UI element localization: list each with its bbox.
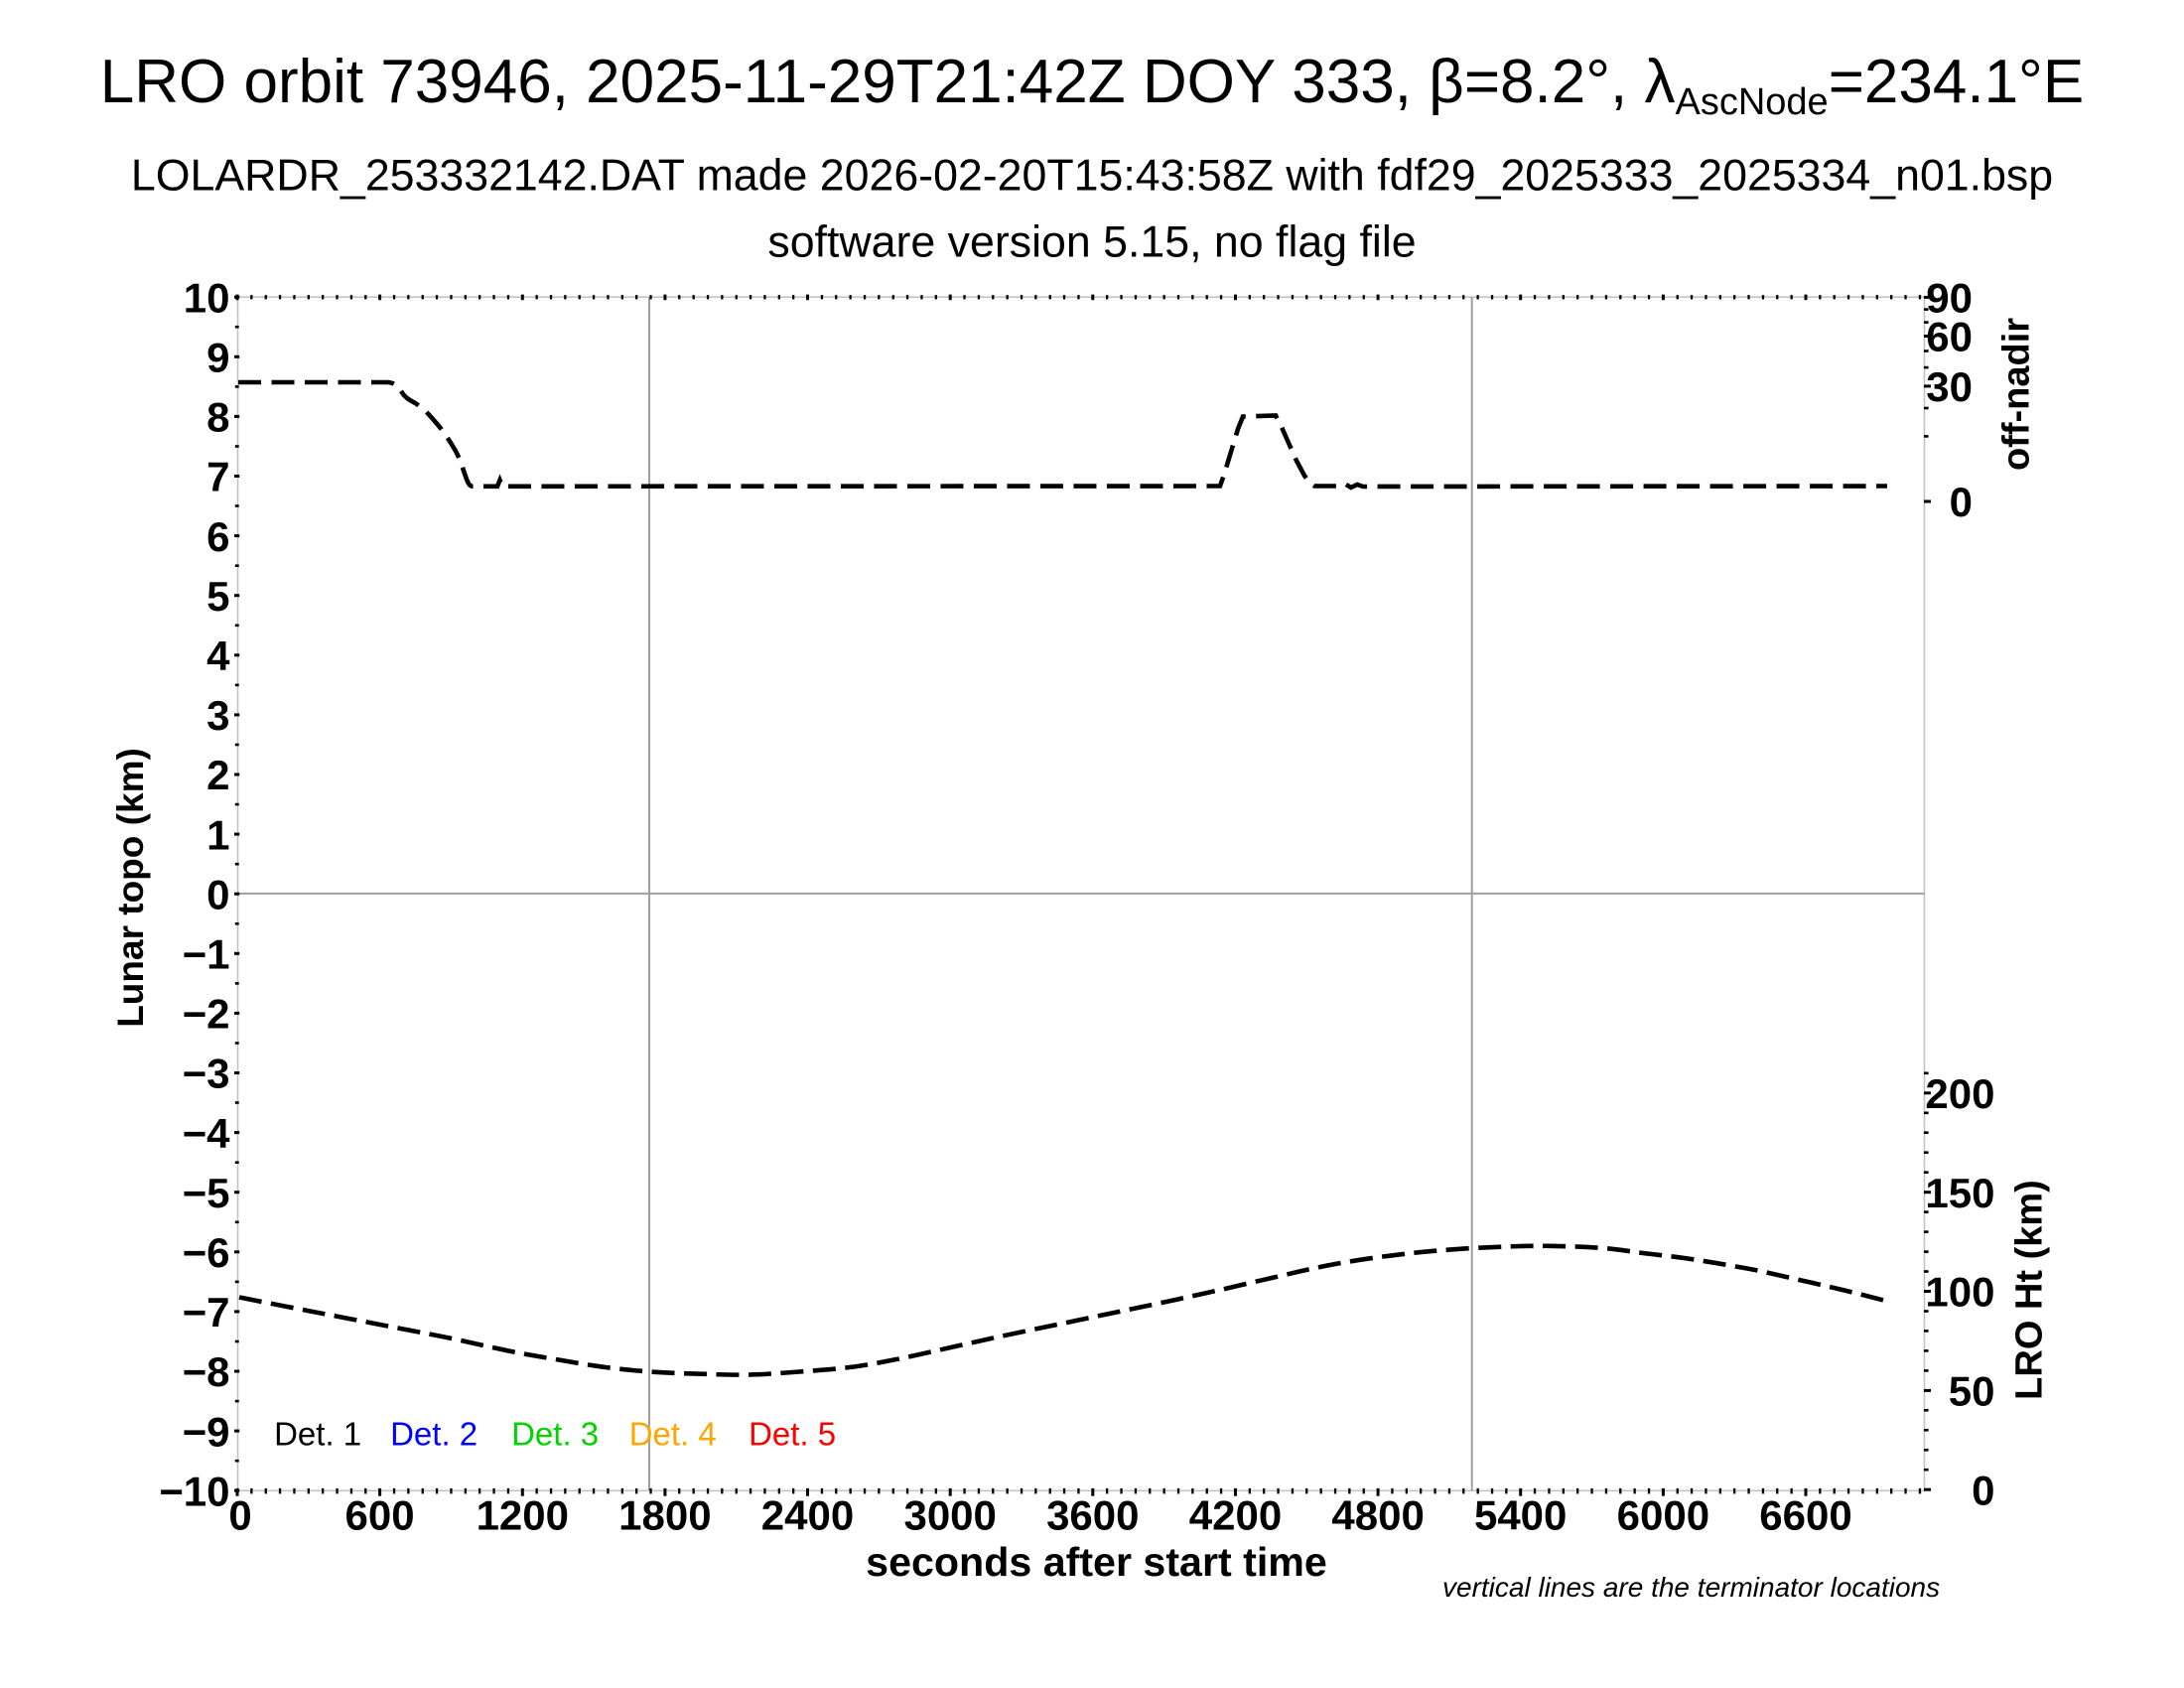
svg-text:10: 10 (184, 274, 230, 321)
svg-text:4800: 4800 (1331, 1492, 1424, 1539)
svg-text:software version 5.15, no flag: software version 5.15, no flag file (767, 218, 1416, 267)
svg-text:0: 0 (1950, 479, 1973, 525)
svg-text:1: 1 (206, 811, 229, 858)
svg-text:90: 90 (1926, 275, 1973, 322)
svg-text:100: 100 (1925, 1269, 1994, 1316)
svg-text:150: 150 (1925, 1170, 1994, 1216)
svg-text:200: 200 (1925, 1070, 1994, 1117)
svg-text:9: 9 (206, 335, 229, 381)
svg-text:LRO Ht (km): LRO Ht (km) (2009, 1180, 2051, 1400)
svg-text:5: 5 (206, 573, 229, 620)
svg-text:600: 600 (345, 1492, 415, 1539)
svg-text:4200: 4200 (1189, 1492, 1282, 1539)
svg-text:1800: 1800 (618, 1492, 711, 1539)
svg-text:−1: −1 (183, 931, 230, 978)
svg-text:0: 0 (1972, 1467, 1994, 1513)
svg-text:−9: −9 (183, 1408, 230, 1455)
svg-text:6600: 6600 (1759, 1492, 1851, 1539)
svg-text:LOLARDR_253332142.DAT made 202: LOLARDR_253332142.DAT made 2026-02-20T15… (131, 152, 2053, 201)
svg-text:−8: −8 (183, 1348, 230, 1395)
svg-text:6000: 6000 (1617, 1492, 1709, 1539)
svg-text:6: 6 (206, 513, 229, 560)
svg-text:−6: −6 (183, 1229, 230, 1276)
svg-text:7: 7 (206, 454, 229, 500)
svg-text:3600: 3600 (1046, 1492, 1139, 1539)
svg-text:60: 60 (1926, 314, 1973, 360)
svg-text:−7: −7 (183, 1289, 230, 1336)
svg-text:2400: 2400 (761, 1492, 854, 1539)
svg-text:2: 2 (206, 752, 229, 798)
svg-text:Lunar topo (km): Lunar topo (km) (110, 748, 151, 1028)
svg-text:−2: −2 (183, 991, 230, 1038)
svg-text:4: 4 (206, 633, 230, 679)
svg-text:1200: 1200 (477, 1492, 569, 1539)
svg-text:0: 0 (206, 871, 229, 917)
svg-text:Det. 3: Det. 3 (511, 1416, 599, 1453)
svg-text:Det. 1: Det. 1 (274, 1416, 361, 1453)
svg-text:Det. 5: Det. 5 (749, 1416, 836, 1453)
svg-text:30: 30 (1926, 363, 1973, 410)
svg-text:−10: −10 (159, 1468, 229, 1514)
svg-text:−4: −4 (183, 1110, 231, 1157)
svg-text:3000: 3000 (903, 1492, 996, 1539)
svg-text:50: 50 (1949, 1368, 1995, 1415)
svg-text:0: 0 (228, 1492, 251, 1539)
svg-text:vertical lines are the termina: vertical lines are the terminator locati… (1442, 1572, 1940, 1603)
svg-text:Det. 2: Det. 2 (390, 1416, 478, 1453)
svg-text:off-nadir: off-nadir (1996, 318, 2038, 471)
svg-text:5400: 5400 (1474, 1492, 1567, 1539)
svg-text:LRO orbit 73946, 2025-11-29T21: LRO orbit 73946, 2025-11-29T21:42Z DOY 3… (100, 48, 2084, 123)
svg-text:3: 3 (206, 692, 229, 739)
svg-text:seconds after start time: seconds after start time (866, 1539, 1327, 1585)
svg-text:−5: −5 (183, 1170, 230, 1216)
svg-text:−3: −3 (183, 1051, 230, 1097)
svg-text:Det. 4: Det. 4 (629, 1416, 717, 1453)
svg-text:8: 8 (206, 394, 229, 441)
